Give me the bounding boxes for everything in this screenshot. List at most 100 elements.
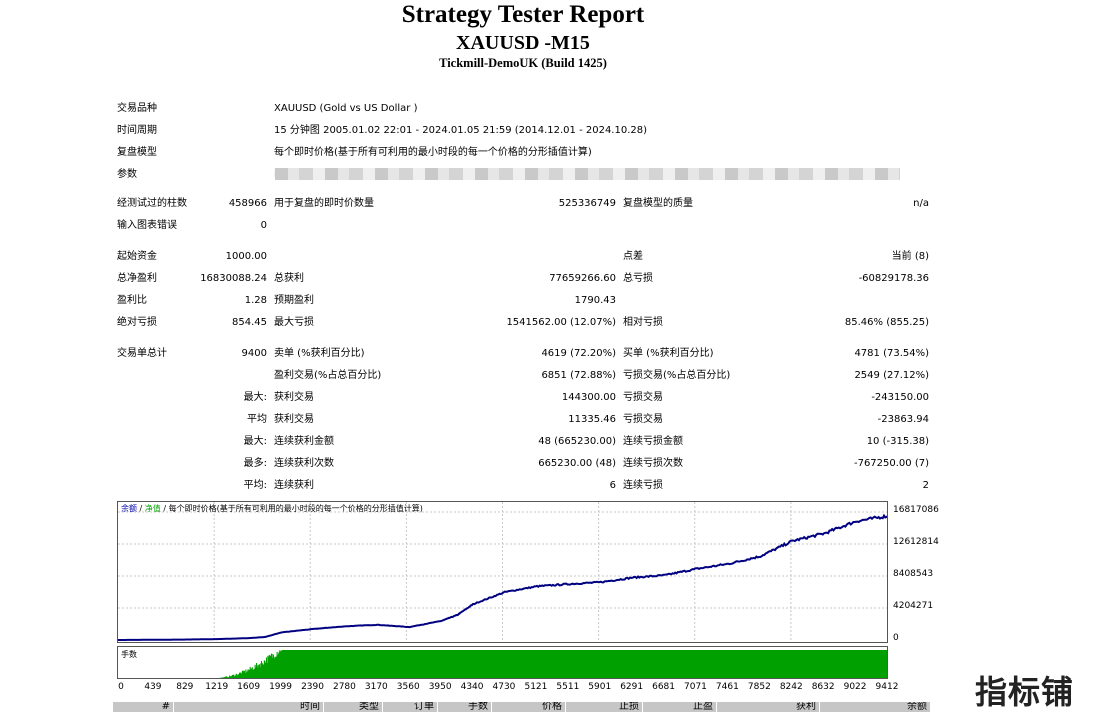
x-tick-label: 3950 — [429, 682, 452, 692]
y-tick-label: 8408543 — [893, 569, 933, 579]
expected-payoff-label: 预期盈利 — [274, 294, 314, 307]
long-trades-label: 买单 (%获利百分比) — [623, 347, 713, 360]
profit-trades-label: 盈利交易(%占总百分比) — [274, 369, 381, 382]
legend-equity: 净值 — [145, 504, 161, 513]
max-cons-wins-label: 连续获利金额 — [274, 435, 334, 448]
y-tick-label: 16817086 — [893, 505, 939, 515]
short-trades-label: 卖单 (%获利百分比) — [274, 347, 364, 360]
symbol-value: XAUUSD (Gold vs US Dollar ) — [274, 102, 417, 115]
volume-bar — [281, 651, 282, 678]
x-tick-label: 2780 — [333, 682, 356, 692]
gross-profit-value: 77659266.60 — [480, 272, 616, 285]
average-label: 平均 — [200, 413, 267, 426]
long-trades-value: 4781 (73.54%) — [800, 347, 929, 360]
gross-profit-label: 总获利 — [274, 272, 304, 285]
y-tick-label: 12612814 — [893, 537, 939, 547]
col-lots: 手数 — [438, 702, 492, 712]
legend-balance: 余额 — [121, 504, 137, 513]
largest-profit-label: 获利交易 — [274, 391, 314, 404]
bars-label: 经测试过的柱数 — [117, 197, 187, 210]
x-tick-label: 3560 — [397, 682, 420, 692]
x-tick-label: 5121 — [524, 682, 547, 692]
volume-chart-svg — [118, 647, 887, 678]
profit-factor-label: 盈利比 — [117, 294, 147, 307]
ticks-label: 用于复盘的即时价数量 — [274, 197, 374, 210]
max-cons-wins-value: 48 (665230.00) — [460, 435, 616, 448]
abs-drawdown-value: 854.45 — [200, 316, 267, 329]
largest-label: 最大: — [200, 391, 267, 404]
gross-loss-value: -60829178.36 — [800, 272, 929, 285]
rel-drawdown-value: 85.46% (855.25) — [780, 316, 929, 329]
report-title: Strategy Tester Report — [0, 1, 1046, 29]
x-tick-label: 6681 — [652, 682, 675, 692]
x-tick-label: 829 — [176, 682, 193, 692]
x-tick-label: 4340 — [461, 682, 484, 692]
net-profit-value: 16830088.24 — [180, 272, 267, 285]
x-tick-label: 2390 — [301, 682, 324, 692]
x-tick-label: 7461 — [716, 682, 739, 692]
x-tick-label: 1609 — [237, 682, 260, 692]
watermark-logo: 指标铺 — [975, 667, 1074, 713]
volume-bars-block — [282, 650, 887, 678]
maximal-cons-profit-label: 连续获利次数 — [274, 457, 334, 470]
avg-cons-losses-label: 连续亏损 — [623, 479, 663, 492]
spread-value: 当前 (8) — [800, 250, 929, 263]
x-tick-label: 9412 — [876, 682, 899, 692]
legend-separator: / — [140, 504, 143, 513]
col-profit: 获利 — [717, 702, 820, 712]
x-tick-label: 7852 — [748, 682, 771, 692]
report-symbol: XAUUSD -M15 — [0, 32, 1046, 55]
x-tick-label: 8632 — [812, 682, 835, 692]
trades-table-header: # 时间 类型 订单 手数 价格 止损 止盈 获利 余额 — [113, 702, 931, 712]
deposit-value: 1000.00 — [200, 250, 267, 263]
avg-cons-wins-value: 6 — [480, 479, 616, 492]
chart-legend: 余额 / 净值 / 每个即时价格(基于所有可利用的最小时段的每一个价格的分形插值… — [121, 503, 423, 514]
balance-chart-svg — [118, 502, 887, 642]
avg-cons-wins-label: 连续获利 — [274, 479, 314, 492]
average-loss-label: 亏损交易 — [623, 413, 663, 426]
bars-value: 458966 — [200, 197, 267, 210]
col-time: 时间 — [174, 702, 324, 712]
x-tick-label: 5511 — [556, 682, 579, 692]
max-cons-losses-label: 连续亏损金额 — [623, 435, 683, 448]
short-trades-value: 4619 (72.20%) — [480, 347, 616, 360]
params-blurred-region — [275, 168, 900, 180]
period-value: 15 分钟图 2005.01.02 22:01 - 2024.01.05 21:… — [274, 124, 647, 137]
maximal-cons-profit-value: 665230.00 (48) — [460, 457, 616, 470]
col-takeprofit: 止盈 — [643, 702, 717, 712]
rel-drawdown-label: 相对亏损 — [623, 316, 663, 329]
col-balance: 余额 — [820, 702, 931, 712]
params-label: 参数 — [117, 168, 137, 181]
max-label: 最大: — [200, 435, 267, 448]
model-label: 复盘模型 — [117, 146, 157, 159]
x-tick-label: 4730 — [493, 682, 516, 692]
abs-drawdown-label: 绝对亏损 — [117, 316, 157, 329]
x-tick-label: 9022 — [844, 682, 867, 692]
x-tick-label: 1219 — [205, 682, 228, 692]
col-index: # — [113, 702, 174, 712]
max-cons-losses-value: 10 (-315.38) — [800, 435, 929, 448]
gross-loss-label: 总亏损 — [623, 272, 653, 285]
x-tick-label: 439 — [144, 682, 161, 692]
max-drawdown-label: 最大亏损 — [274, 316, 314, 329]
maximal-label: 最多: — [200, 457, 267, 470]
loss-trades-label: 亏损交易(%占总百分比) — [623, 369, 730, 382]
quality-value: n/a — [800, 197, 929, 210]
symbol-label: 交易品种 — [117, 102, 157, 115]
profit-trades-value: 6851 (72.88%) — [480, 369, 616, 382]
spread-label: 点差 — [623, 250, 643, 263]
x-tick-label: 0 — [118, 682, 124, 692]
avg-cons-label: 平均: — [200, 479, 267, 492]
col-type: 类型 — [324, 702, 383, 712]
volume-chart: 手数 — [117, 646, 888, 679]
col-price: 价格 — [492, 702, 566, 712]
deposit-label: 起始资金 — [117, 250, 157, 263]
loss-trades-value: 2549 (27.12%) — [800, 369, 929, 382]
largest-loss-value: -243150.00 — [800, 391, 929, 404]
maximal-cons-loss-label: 连续亏损次数 — [623, 457, 683, 470]
period-label: 时间周期 — [117, 124, 157, 137]
x-tick-label: 3170 — [365, 682, 388, 692]
maximal-cons-loss-value: -767250.00 (7) — [800, 457, 929, 470]
avg-cons-losses-value: 2 — [800, 479, 929, 492]
average-loss-value: -23863.94 — [800, 413, 929, 426]
